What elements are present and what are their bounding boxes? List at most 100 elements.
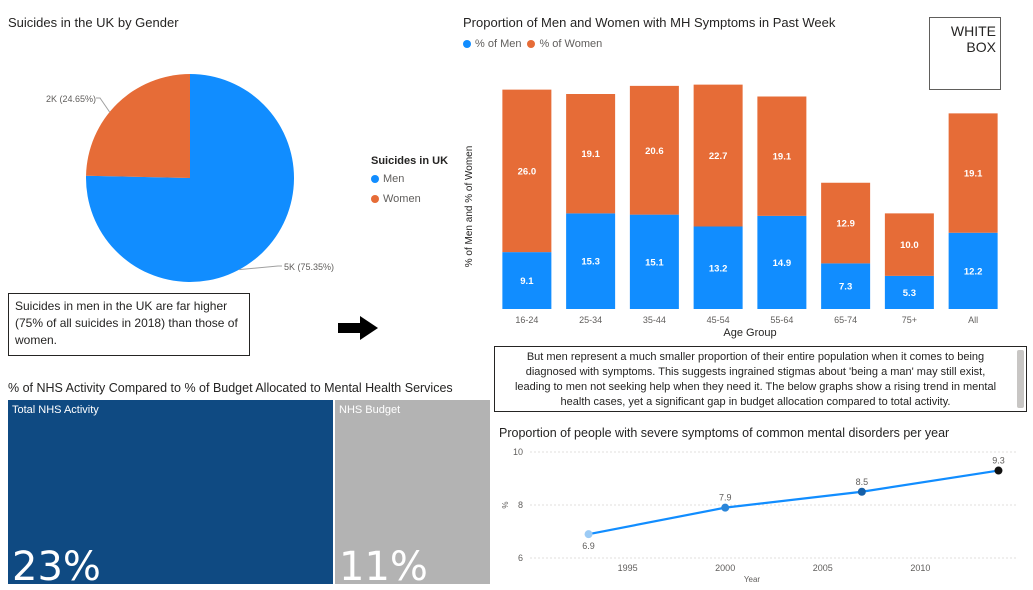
y-tick-label: 8 — [518, 500, 523, 510]
logo-line-1: WHITE — [950, 23, 996, 39]
x-tick-label: 2005 — [813, 563, 833, 573]
bar-men-All[interactable] — [948, 232, 998, 309]
point-data-label: 9.3 — [992, 456, 1005, 466]
bar-data-label: 22.7 — [709, 151, 728, 162]
trend-line — [588, 469, 999, 536]
point-data-label: 7.9 — [719, 493, 732, 503]
bar-women-35-44[interactable] — [629, 85, 679, 215]
pie-leader-line — [96, 97, 111, 113]
legend-item-pct-women[interactable]: % of Women — [527, 38, 602, 50]
bar-data-label: 12.2 — [964, 266, 983, 277]
legend-label-women: Women — [383, 193, 421, 205]
bar-women-25-34[interactable] — [566, 94, 616, 214]
bar-women-45-54[interactable] — [693, 84, 743, 227]
x-tick-label: 25-34 — [579, 315, 602, 325]
bar-data-label: 19.1 — [964, 169, 983, 180]
line-chart-title: Proportion of people with severe symptom… — [499, 426, 950, 440]
x-tick-label: 65-74 — [834, 315, 857, 325]
treemap-nhs-budget[interactable]: NHS Budget 11% — [335, 400, 490, 590]
x-tick-label: 35-44 — [643, 315, 666, 325]
legend-item-men[interactable]: Men — [371, 173, 448, 185]
bar-data-label: 19.1 — [581, 149, 600, 160]
data-point[interactable] — [584, 530, 593, 539]
mental-health-note-text: But men represent a much smaller proport… — [514, 351, 997, 408]
data-point[interactable] — [857, 487, 866, 496]
bar-data-label: 15.1 — [645, 257, 664, 268]
bar-men-75+[interactable] — [884, 275, 934, 309]
suicide-note-textbox: Suicides in men in the UK are far higher… — [8, 293, 250, 356]
bar-data-label: 15.3 — [581, 257, 600, 268]
men-legend-dot — [463, 40, 471, 48]
y-axis-label: % — [501, 501, 510, 508]
x-axis-label: Age Group — [723, 327, 776, 339]
nhs-budget-value: 11% — [339, 544, 428, 590]
total-nhs-activity-value: 23% — [12, 544, 101, 590]
bar-data-label: 20.6 — [645, 146, 664, 157]
bar-men-45-54[interactable] — [693, 226, 743, 310]
point-data-label: 6.9 — [582, 541, 595, 551]
x-axis-label: Year — [744, 575, 761, 584]
bar-data-label: 7.3 — [839, 282, 852, 293]
y-tick-label: 10 — [513, 447, 523, 457]
x-tick-label: 1995 — [618, 563, 638, 573]
note-scrollbar[interactable] — [1017, 350, 1024, 408]
whitebox-logo: WHITE BOX — [929, 17, 1001, 90]
legend-item-pct-men[interactable]: % of Men — [463, 38, 521, 50]
x-tick-label: All — [968, 315, 978, 325]
bar-men-35-44[interactable] — [629, 214, 679, 309]
bar-data-label: 19.1 — [773, 152, 792, 163]
x-tick-label: 16-24 — [515, 315, 538, 325]
mental-health-note-textbox[interactable]: But men represent a much smaller proport… — [494, 346, 1027, 412]
y-axis-label: % of Men and % of Women — [464, 146, 475, 268]
pie-leader-line — [239, 265, 282, 271]
bar-women-75+[interactable] — [884, 213, 934, 276]
pie-data-label: 2K (24.65%) — [46, 94, 96, 104]
bar-women-65-74[interactable] — [821, 182, 871, 264]
treemap-title: % of NHS Activity Compared to % of Budge… — [8, 381, 453, 395]
total-nhs-activity-label: Total NHS Activity — [12, 404, 99, 416]
bar-women-All[interactable] — [948, 113, 998, 233]
bar-data-label: 9.1 — [520, 276, 534, 287]
women-legend-dot — [527, 40, 536, 48]
pie-data-label: 5K (75.35%) — [284, 262, 334, 272]
bar-men-25-34[interactable] — [566, 213, 616, 309]
nhs-budget-label: NHS Budget — [339, 404, 401, 416]
stacked-bar-chart[interactable]: 9.1 26.0 16-24 15.3 19.1 25-34 15.1 20.6 35-44 13… — [455, 70, 1015, 345]
pie-legend: Suicides in UK Men Women — [371, 155, 448, 205]
legend-label-pct-men: % of Men — [475, 38, 522, 50]
x-tick-label: 2000 — [715, 563, 735, 573]
women-legend-dot — [371, 195, 379, 203]
x-tick-label: 75+ — [902, 315, 917, 325]
bar-data-label: 14.9 — [773, 258, 792, 269]
legend-label-men: Men — [383, 173, 405, 185]
men-legend-dot — [371, 175, 379, 183]
bar-men-55-64[interactable] — [757, 215, 807, 309]
bar-data-label: 12.9 — [836, 219, 855, 230]
bar-men-65-74[interactable] — [821, 263, 871, 309]
bar-data-label: 26.0 — [518, 166, 537, 177]
bar-women-16-24[interactable] — [502, 89, 552, 253]
y-tick-label: 6 — [518, 553, 523, 563]
pie-legend-title: Suicides in UK — [371, 155, 449, 167]
x-tick-label: 2010 — [910, 563, 930, 573]
x-tick-label: 55-64 — [770, 315, 793, 325]
bar-data-label: 13.2 — [709, 263, 728, 274]
legend-item-women[interactable]: Women — [371, 193, 448, 205]
data-point[interactable] — [994, 466, 1003, 475]
pie-slice-women[interactable] — [86, 74, 190, 178]
bar-data-label: 5.3 — [903, 288, 916, 299]
point-data-label: 8.5 — [856, 477, 869, 487]
pie-chart-title: Suicides in the UK by Gender — [8, 15, 179, 30]
treemap-total-nhs-activity[interactable]: Total NHS Activity 23% — [8, 400, 333, 590]
right-arrow-icon — [338, 316, 378, 340]
line-chart[interactable]: 6 8 10 1995 2000 2005 2010 Year% 6.9 7.9 8.5 9.3 — [490, 440, 1025, 588]
bar-data-label: 10.0 — [900, 240, 919, 251]
data-point[interactable] — [721, 503, 730, 512]
bar-women-55-64[interactable] — [757, 96, 807, 216]
bar-legend: % of Men % of Women — [463, 38, 602, 50]
pie-chart[interactable]: 5K (75.35%) 2K (24.65%) — [0, 40, 460, 290]
bar-chart-title: Proportion of Men and Women with MH Symp… — [463, 15, 836, 30]
logo-line-2: BOX — [966, 39, 996, 55]
bar-men-16-24[interactable] — [502, 252, 552, 309]
legend-label-pct-women: % of Women — [539, 38, 603, 50]
